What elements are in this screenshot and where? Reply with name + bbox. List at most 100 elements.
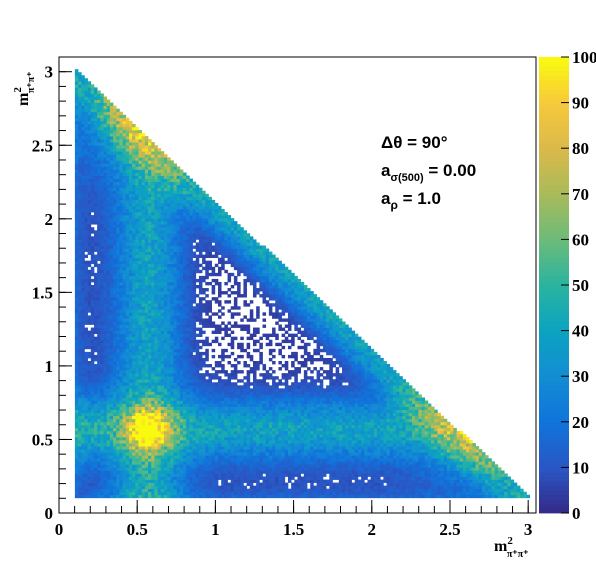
heatmap-cell (132, 218, 136, 222)
heatmap-cell (160, 370, 165, 374)
heatmap-cell (116, 209, 120, 213)
heatmap-cell (176, 209, 181, 213)
heatmap-cell (157, 351, 162, 356)
heatmap-cell (173, 218, 178, 222)
heatmap-cell (106, 117, 111, 122)
heatmap-cell (100, 467, 104, 471)
heatmap-cell (179, 318, 184, 322)
heatmap-cell (113, 364, 117, 368)
heatmap-cell (97, 245, 101, 249)
heatmap-cell (106, 424, 111, 429)
heatmap-cell (141, 342, 146, 347)
heatmap-cell (122, 433, 127, 438)
heatmap-cell (138, 257, 143, 262)
heatmap-cell (122, 415, 127, 420)
heatmap-cell (93, 470, 98, 474)
heatmap-cell (148, 333, 152, 338)
heatmap-cell (90, 406, 95, 410)
heatmap-cell (192, 433, 197, 438)
heatmap-cell (163, 491, 168, 496)
heatmap-cell (148, 351, 152, 356)
heatmap-cell (109, 139, 114, 143)
heatmap-cell (148, 348, 152, 353)
heatmap-cell (163, 452, 168, 456)
heatmap-cell (163, 212, 168, 216)
heatmap-cell (109, 157, 114, 161)
heatmap-cell (173, 178, 178, 182)
heatmap-cell (144, 367, 149, 371)
heatmap-cell (122, 312, 127, 316)
heatmap-cell (81, 321, 85, 325)
heatmap-cell (151, 184, 155, 189)
heatmap-cell (176, 212, 181, 216)
heatmap-cell (103, 172, 108, 176)
heatmap-cell (97, 117, 101, 122)
heatmap-cell (189, 409, 193, 414)
heatmap-cell (170, 361, 174, 365)
heatmap-cell (173, 315, 178, 319)
heatmap-cell (198, 364, 203, 368)
heatmap-cell (90, 415, 95, 420)
heatmap-cell (106, 433, 111, 438)
heatmap-cell (138, 269, 143, 274)
heatmap-cell (141, 348, 146, 353)
heatmap-cell (138, 251, 143, 255)
heatmap-cell (81, 196, 85, 201)
heatmap-cell (141, 184, 146, 189)
heatmap-cell (135, 318, 139, 322)
heatmap-cell (132, 443, 136, 447)
heatmap-cell (176, 239, 181, 243)
heatmap-cell (93, 199, 98, 204)
heatmap-cell (74, 148, 79, 152)
heatmap-cell (119, 306, 123, 310)
heatmap-cell (109, 111, 114, 116)
heatmap-cell (119, 303, 123, 307)
heatmap-cell (144, 382, 149, 386)
heatmap-cell (170, 382, 174, 386)
heatmap-cell (90, 367, 95, 371)
heatmap-cell (202, 193, 206, 198)
heatmap-cell (183, 288, 187, 292)
heatmap-cell (151, 373, 155, 377)
heatmap-cell (103, 321, 108, 325)
heatmap-cell (132, 485, 136, 490)
heatmap-cell (90, 351, 95, 356)
heatmap-cell (109, 126, 114, 131)
heatmap-cell (78, 306, 82, 310)
heatmap-cell (163, 388, 168, 392)
heatmap-cell (119, 327, 123, 331)
heatmap-cell (189, 272, 193, 277)
heatmap-cell (151, 342, 155, 347)
heatmap-cell (122, 406, 127, 410)
heatmap-cell (151, 309, 155, 313)
heatmap-cell (141, 467, 146, 471)
heatmap-cell (163, 339, 168, 344)
heatmap-cell (87, 242, 92, 246)
heatmap-cell (119, 142, 123, 146)
heatmap-cell (93, 461, 98, 465)
heatmap-cell (151, 452, 155, 456)
heatmap-cell (151, 415, 155, 420)
heatmap-cell (160, 157, 165, 161)
heatmap-cell (128, 427, 133, 432)
heatmap-cell (93, 193, 98, 198)
heatmap-cell (138, 260, 143, 265)
heatmap-cell (163, 385, 168, 389)
heatmap-cell (173, 266, 178, 271)
heatmap-cell (78, 491, 82, 496)
heatmap-cell (106, 169, 111, 173)
heatmap-cell (195, 245, 200, 249)
heatmap-cell (119, 181, 123, 186)
heatmap-cell (106, 421, 111, 426)
heatmap-cell (87, 275, 92, 280)
heatmap-cell (163, 172, 168, 176)
heatmap-cell (100, 291, 104, 295)
heatmap-cell (109, 166, 114, 170)
heatmap-cell (109, 202, 114, 207)
heatmap-cell (151, 412, 155, 417)
heatmap-cell (198, 470, 203, 474)
heatmap-cell (148, 309, 152, 313)
heatmap-cell (103, 99, 108, 103)
heatmap-cell (84, 84, 88, 88)
heatmap-cell (176, 476, 181, 480)
